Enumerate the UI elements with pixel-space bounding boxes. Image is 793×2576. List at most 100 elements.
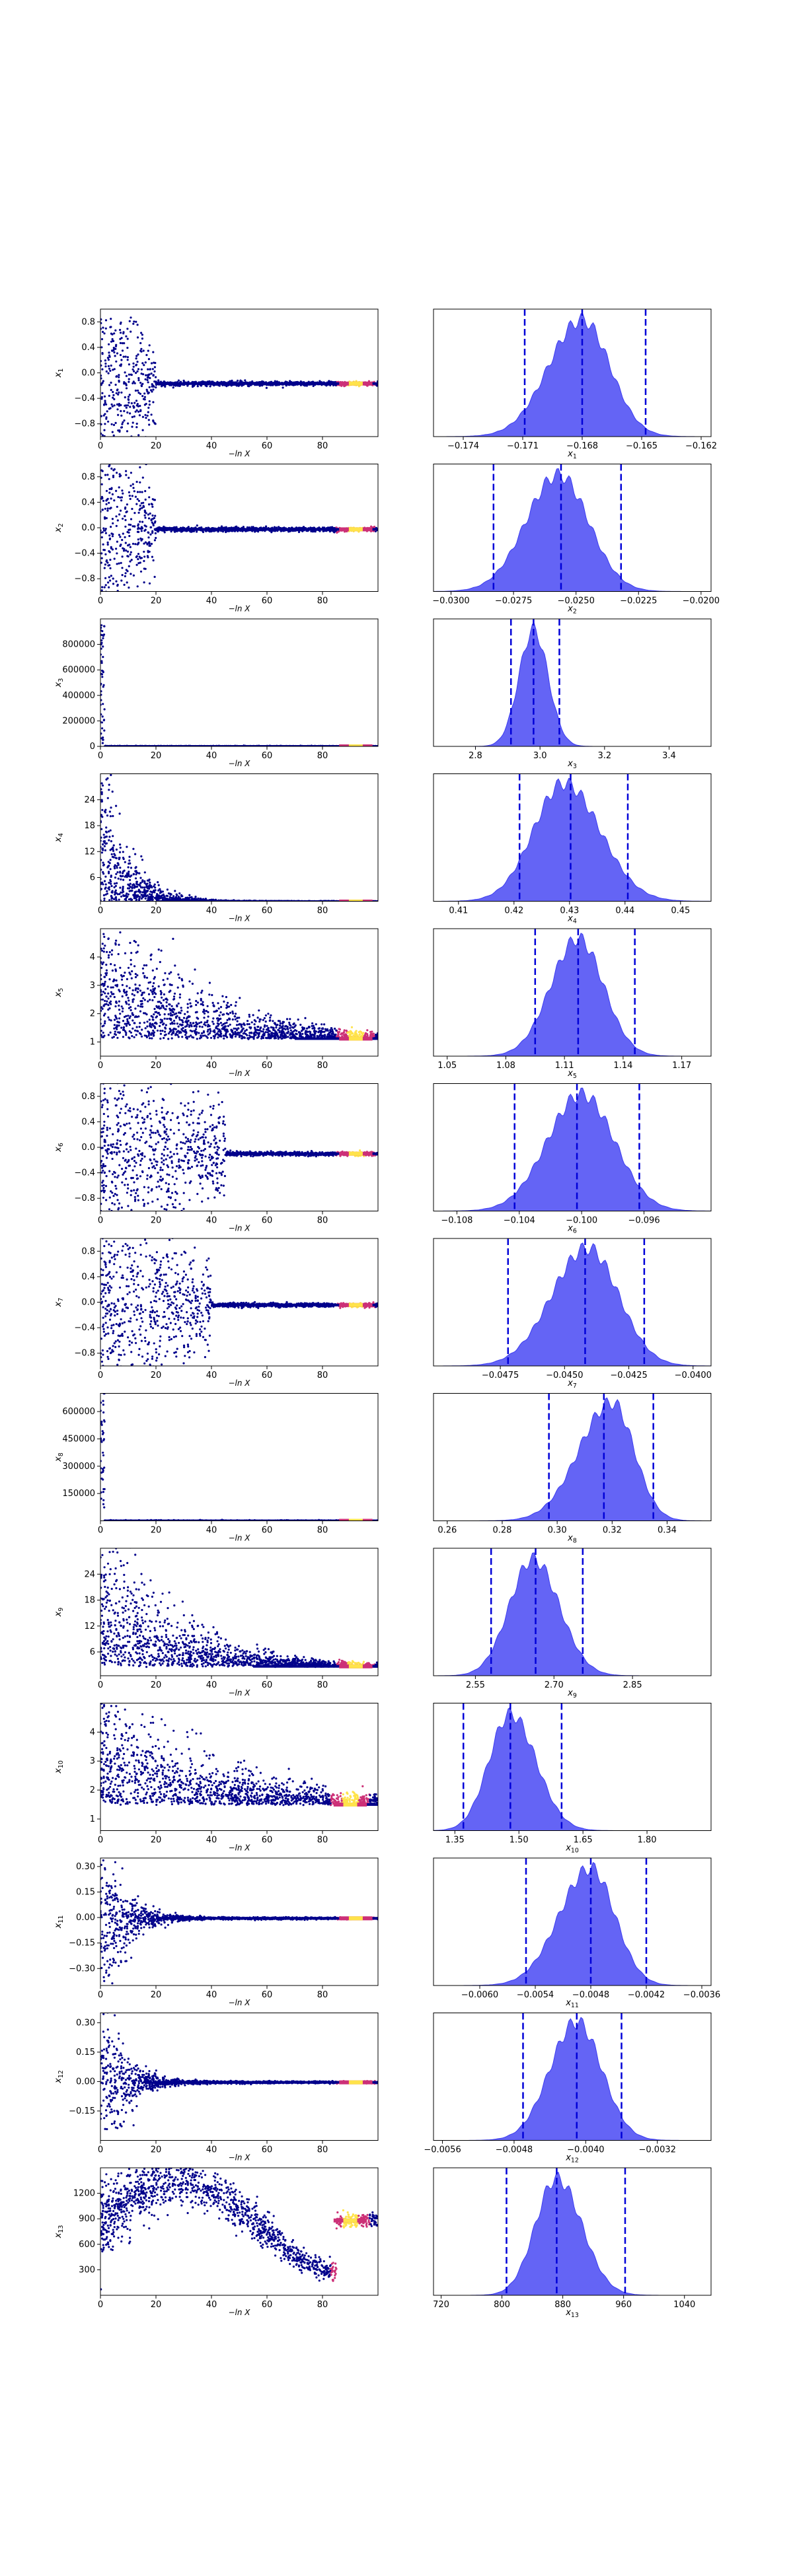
trace-point bbox=[133, 873, 135, 875]
trace-point bbox=[117, 519, 119, 521]
trace-point bbox=[125, 355, 127, 357]
trace-point bbox=[135, 364, 137, 366]
trace-point bbox=[130, 552, 132, 554]
trace-point bbox=[111, 350, 113, 352]
trace-point bbox=[104, 289, 106, 291]
trace-point bbox=[141, 385, 143, 387]
trace-point bbox=[154, 539, 156, 541]
trace-peak-band bbox=[349, 382, 363, 386]
trace-point bbox=[124, 461, 126, 463]
trace-point bbox=[135, 390, 137, 392]
trace-point bbox=[102, 785, 104, 787]
trace-point bbox=[155, 376, 157, 378]
trace-point bbox=[139, 342, 141, 344]
y-tick-label: 400000 bbox=[62, 691, 95, 701]
trace-point bbox=[122, 460, 124, 462]
x-axis-label: −ln X bbox=[228, 449, 250, 458]
trace-point bbox=[123, 548, 125, 550]
trace-point bbox=[116, 375, 118, 377]
trace-point bbox=[197, 385, 199, 387]
trace-point bbox=[118, 392, 120, 394]
trace-point bbox=[125, 404, 127, 406]
trace-point bbox=[132, 363, 134, 365]
trace-point bbox=[122, 851, 124, 853]
trace-point bbox=[112, 439, 114, 441]
x-tick-label: −0.174 bbox=[447, 441, 479, 451]
posterior-x3-frame bbox=[434, 619, 711, 746]
trace-point bbox=[110, 468, 112, 470]
x-tick-label: 60 bbox=[262, 751, 273, 761]
trace-point bbox=[134, 867, 136, 869]
trace-point bbox=[105, 584, 107, 586]
trace-point bbox=[127, 551, 129, 553]
trace-point bbox=[110, 859, 112, 861]
trace-point bbox=[157, 881, 159, 883]
y-tick-label: −0.8 bbox=[74, 574, 95, 584]
trace-point bbox=[133, 407, 135, 409]
trace-point bbox=[108, 351, 110, 353]
trace-point bbox=[137, 368, 139, 370]
trace-x3-frame bbox=[100, 619, 378, 746]
trace-point bbox=[149, 513, 151, 515]
trace-point bbox=[133, 512, 135, 514]
trace-point bbox=[109, 579, 111, 581]
trace-point bbox=[145, 403, 147, 405]
trace-point bbox=[149, 386, 151, 388]
y-tick-label: 0.0 bbox=[81, 369, 95, 378]
trace-point bbox=[252, 526, 254, 528]
y-tick-label: 800000 bbox=[62, 640, 95, 650]
trace-point bbox=[266, 387, 268, 389]
trace-point bbox=[143, 349, 145, 351]
trace-point bbox=[147, 407, 149, 409]
trace-point bbox=[148, 545, 150, 547]
trace-point bbox=[126, 846, 128, 848]
x-tick-label: 60 bbox=[262, 596, 273, 606]
trace-point bbox=[109, 567, 111, 569]
x-tick-label: 0 bbox=[98, 596, 103, 606]
trace-point bbox=[141, 395, 143, 397]
trace-point bbox=[147, 556, 149, 558]
trace-point bbox=[128, 381, 130, 383]
trace-point bbox=[122, 518, 124, 520]
trace-point bbox=[135, 400, 137, 402]
trace-point bbox=[136, 423, 138, 425]
trace-point bbox=[107, 542, 109, 544]
trace-point bbox=[121, 448, 123, 450]
trace-point bbox=[116, 849, 118, 851]
trace-point bbox=[138, 500, 140, 502]
trace-point bbox=[125, 474, 127, 476]
x-tick-label: 3.4 bbox=[662, 751, 676, 761]
trace-point bbox=[130, 374, 132, 376]
trace-point bbox=[133, 490, 135, 492]
trace-point bbox=[139, 602, 141, 604]
trace-point bbox=[113, 898, 115, 900]
trace-point bbox=[126, 347, 128, 349]
trace-point bbox=[124, 507, 126, 509]
trace-point bbox=[109, 438, 111, 440]
trace-point bbox=[128, 398, 130, 400]
trace-point bbox=[137, 353, 139, 355]
x-tick-label: 20 bbox=[151, 751, 162, 761]
trace-point bbox=[119, 843, 121, 845]
trace-point bbox=[104, 396, 106, 398]
trace-points-x1 bbox=[100, 190, 379, 548]
trace-point bbox=[103, 332, 105, 334]
trace-point bbox=[114, 557, 116, 559]
trace-point bbox=[135, 445, 137, 447]
trace-point bbox=[135, 426, 137, 428]
x-tick-label: −0.165 bbox=[626, 441, 658, 451]
trace-point bbox=[106, 441, 108, 443]
trace-point bbox=[100, 460, 102, 462]
trace-point bbox=[154, 576, 156, 578]
trace-point bbox=[145, 568, 147, 570]
trace-point bbox=[118, 899, 120, 901]
trace-point bbox=[123, 342, 125, 344]
trace-point bbox=[126, 375, 128, 377]
x-tick-label: −0.171 bbox=[507, 441, 539, 451]
trace-point bbox=[130, 573, 132, 575]
trace-point bbox=[144, 509, 146, 511]
trace-point bbox=[116, 472, 118, 474]
trace-point bbox=[113, 332, 115, 334]
trace-point bbox=[112, 518, 114, 520]
